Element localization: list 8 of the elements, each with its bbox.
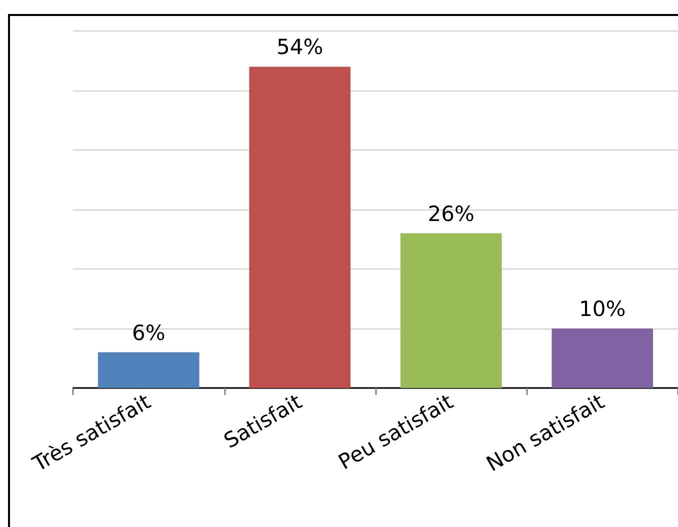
data-label: 10%: [579, 297, 626, 321]
data-label: 54%: [276, 35, 324, 60]
bar: [552, 328, 654, 388]
bar: [249, 66, 351, 388]
data-label: 26%: [428, 202, 474, 226]
data-label: 6%: [132, 320, 166, 345]
bar: [400, 233, 502, 388]
bar: [98, 352, 200, 388]
